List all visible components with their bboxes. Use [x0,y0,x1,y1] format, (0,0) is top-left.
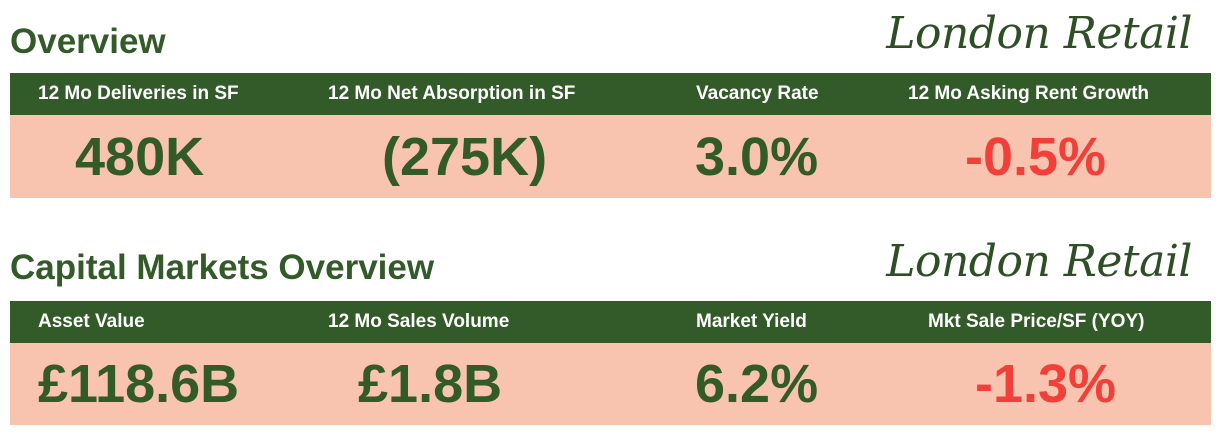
capital-markets-header-asset-value: Asset Value [38,311,145,332]
capital-markets-header-sales-volume: 12 Mo Sales Volume [328,311,510,332]
overview-value-vacancy-rate: 3.0% [695,126,819,187]
overview-brand-logo: London Retail [886,8,1192,59]
overview-title: Overview [10,22,166,61]
overview-header-net-absorption: 12 Mo Net Absorption in SF [328,83,576,104]
capital-markets-header-sale-price: Mkt Sale Price/SF (YOY) [928,311,1145,332]
overview-value-asking-rent-growth: -0.5% [965,126,1107,187]
overview-header-vacancy-rate: Vacancy Rate [696,83,819,104]
capital-markets-title: Capital Markets Overview [10,248,435,287]
capital-markets-brand-logo: London Retail [886,236,1192,287]
overview-header-deliveries: 12 Mo Deliveries in SF [38,83,239,104]
capital-markets-value-asset-value: £118.6B [38,354,240,414]
capital-markets-value-sale-price: -1.3% [975,354,1117,414]
overview-header-bar: 12 Mo Deliveries in SF 12 Mo Net Absorpt… [10,73,1211,115]
overview-header-asking-rent-growth: 12 Mo Asking Rent Growth [908,83,1150,104]
capital-markets-header-bar: Asset Value 12 Mo Sales Volume Market Yi… [10,301,1211,343]
capital-markets-header-market-yield: Market Yield [696,311,807,332]
capital-markets-values-bar: £118.6B £1.8B 6.2% -1.3% [10,343,1211,425]
overview-values-bar: 480K (275K) 3.0% -0.5% [10,115,1211,198]
capital-markets-value-sales-volume: £1.8B [358,354,503,414]
capital-markets-value-market-yield: 6.2% [695,354,819,414]
overview-value-deliveries: 480K [75,126,205,187]
overview-value-net-absorption: (275K) [382,126,548,187]
